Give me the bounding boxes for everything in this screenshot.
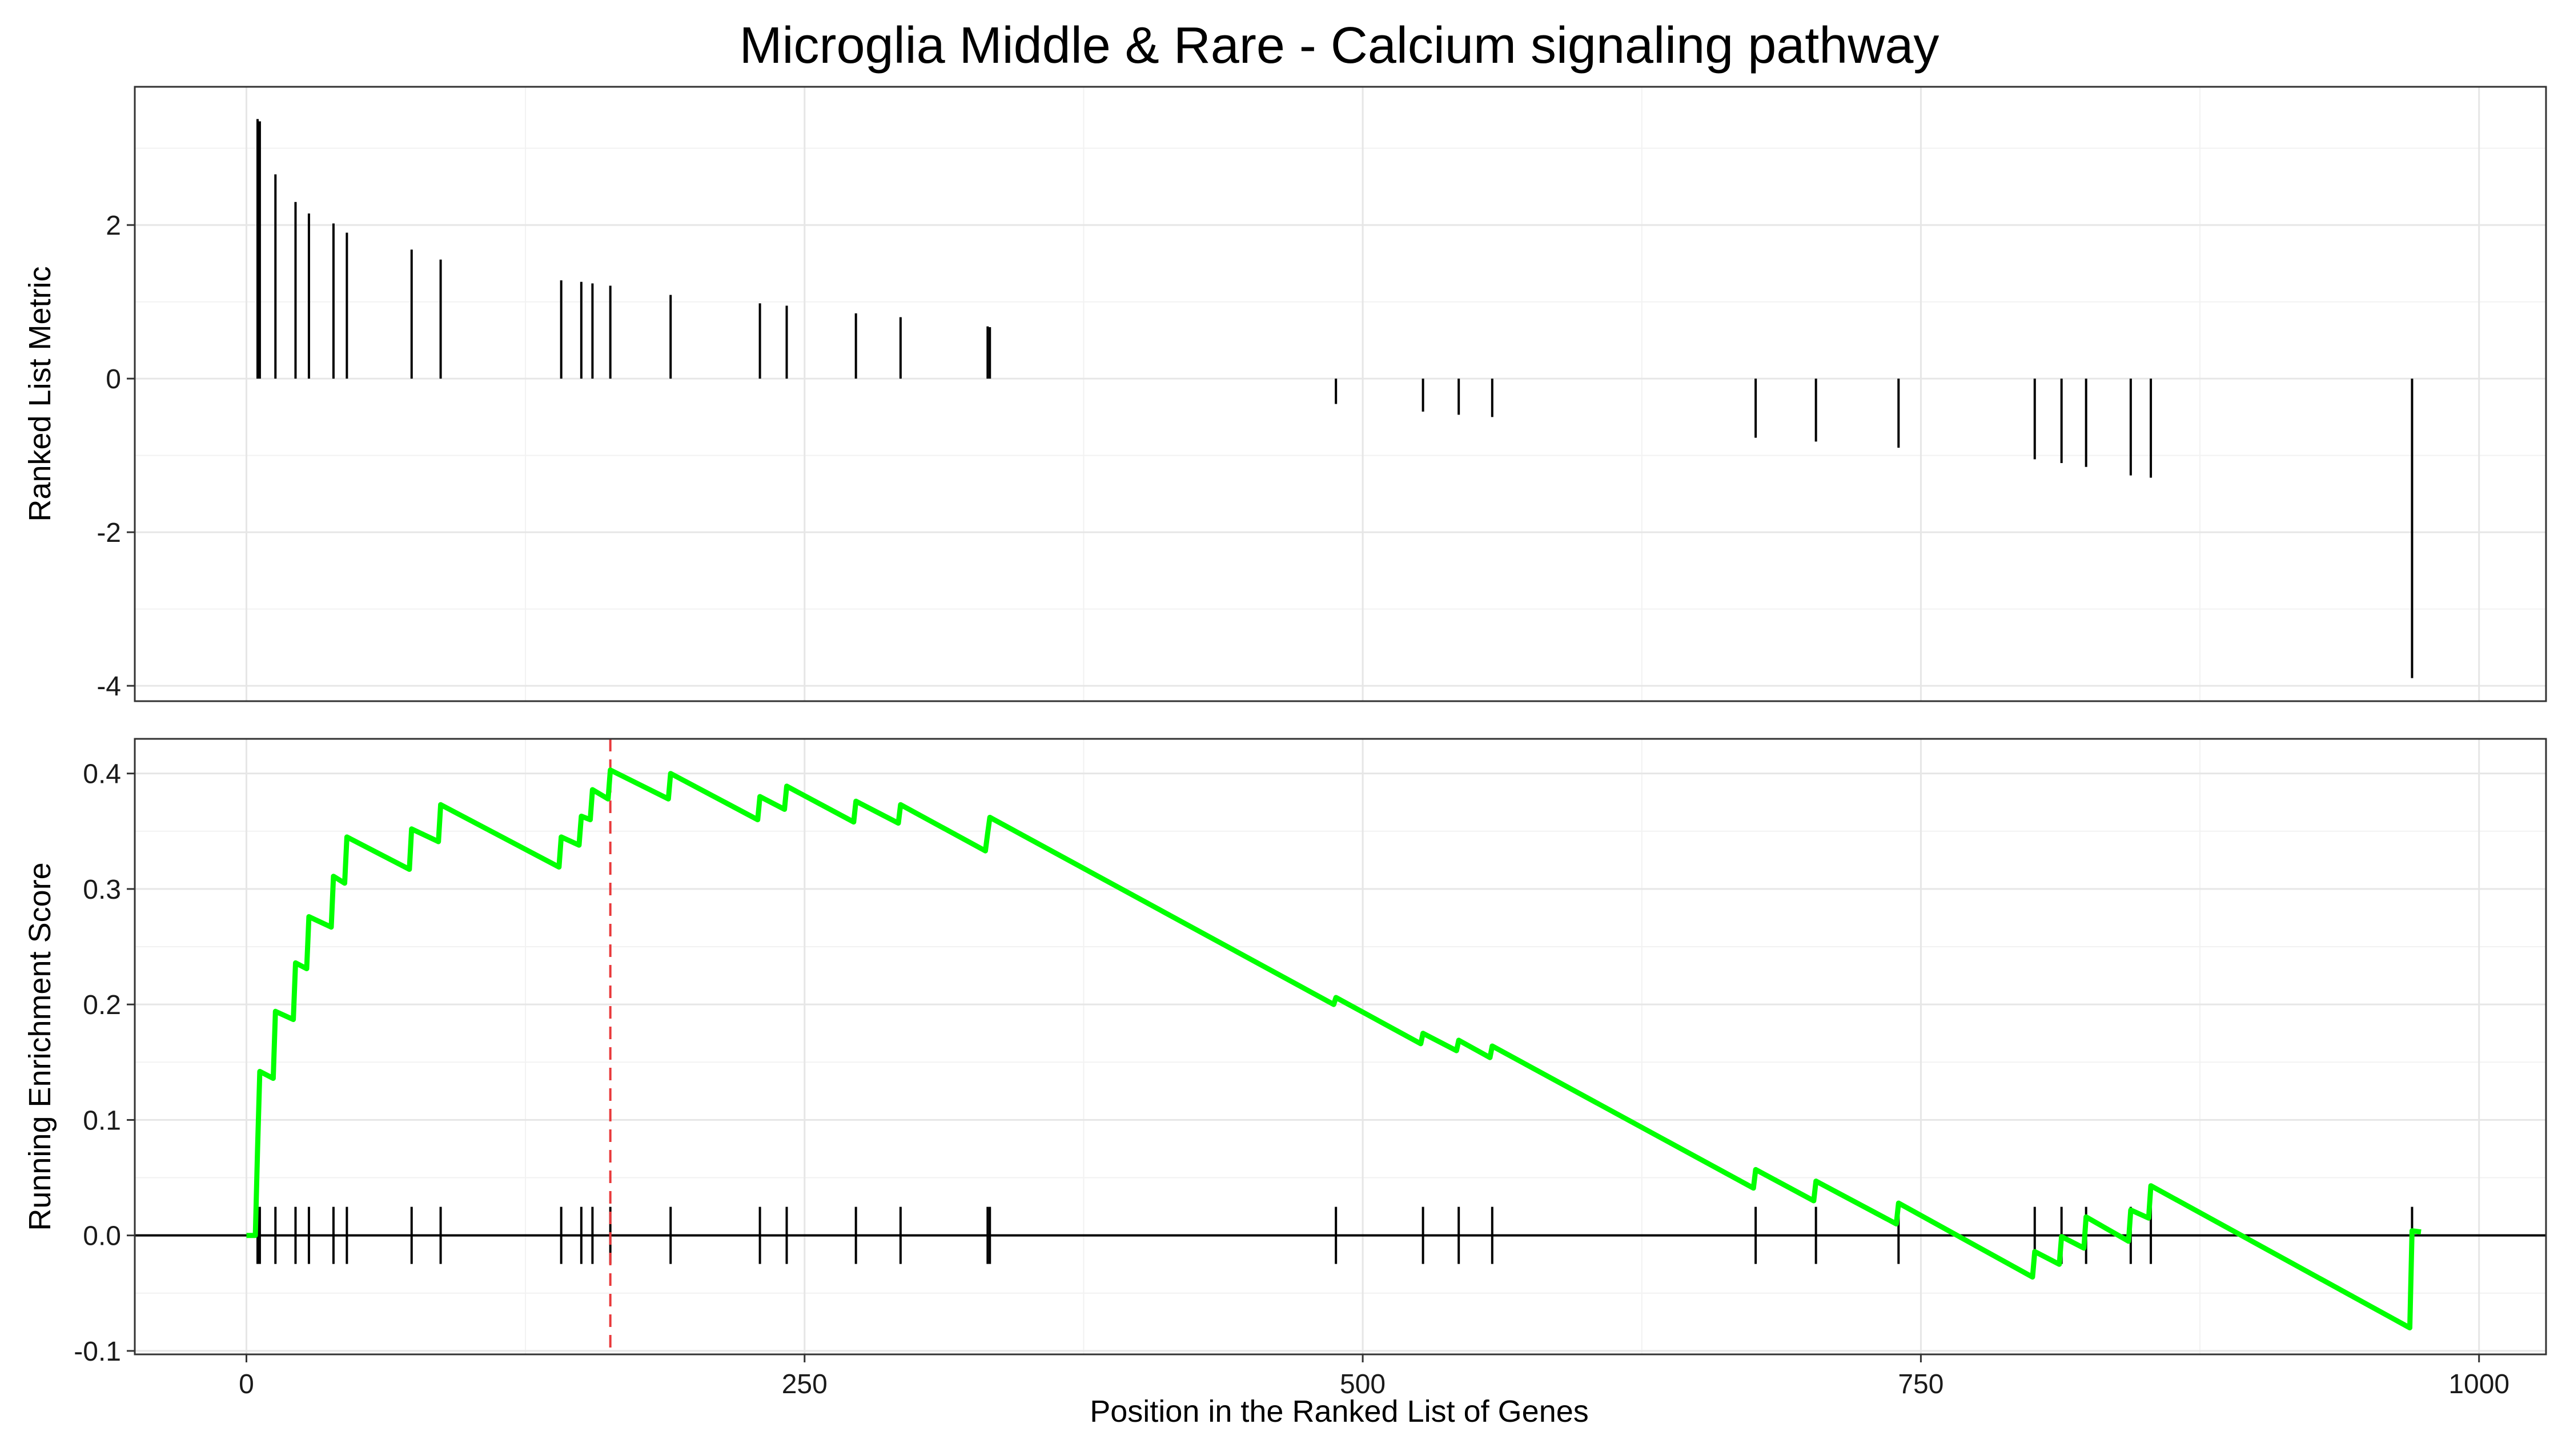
y-tick-label: -2 [97, 518, 121, 548]
y-tick-label: 0 [106, 364, 121, 395]
x-tick-label: 0 [239, 1369, 254, 1399]
x-tick-label: 750 [1898, 1369, 1943, 1399]
enrichment-score-curve [246, 767, 2422, 1330]
enrichment-score-panel-border [134, 738, 2547, 1356]
x-tick-label: 500 [1340, 1369, 1386, 1399]
y-tick-label: -0.1 [74, 1337, 121, 1367]
chart-title: Microglia Middle & Rare - Calcium signal… [740, 17, 1939, 74]
y-tick-label: 0.3 [83, 875, 121, 905]
ranked-metric-panel-border [134, 86, 2547, 702]
y-tick-label: 0.2 [83, 990, 121, 1020]
enrichment-score-panel-background [135, 739, 2546, 1354]
enrichment-score-y-axis-title: Running Enrichment Score [23, 862, 57, 1230]
ranked-metric-y-axis: -4 -2 0 2 [97, 211, 135, 702]
x-tick-label: 1000 [2448, 1369, 2509, 1399]
enrichment-score-y-axis: -0.1 0.0 0.1 0.2 0.3 0.4 [74, 759, 135, 1367]
ranked-metric-bars [256, 119, 2414, 678]
x-axis-title: Position in the Ranked List of Genes [1090, 1394, 1589, 1429]
y-tick-label: -4 [97, 671, 121, 702]
y-tick-label: 0.0 [83, 1221, 121, 1252]
enrichment-score-panel: -0.1 0.0 0.1 0.2 0.3 0.4 0 250 500 750 1000 Runni… [23, 738, 2547, 1429]
ranked-metric-panel: -4 -2 0 2 Ranked List Metric [23, 86, 2547, 702]
ranked-metric-y-axis-title: Ranked List Metric [23, 266, 57, 521]
x-axis: 0 250 500 750 1000 [239, 1354, 2509, 1399]
y-tick-label: 2 [106, 211, 121, 241]
enrichment-score-grid [135, 739, 2546, 1354]
ranked-metric-panel-background [135, 87, 2546, 701]
y-tick-label: 0.1 [83, 1105, 121, 1136]
ranked-metric-grid [135, 87, 2546, 701]
y-tick-label: 0.4 [83, 759, 121, 790]
x-tick-label: 250 [782, 1369, 828, 1399]
